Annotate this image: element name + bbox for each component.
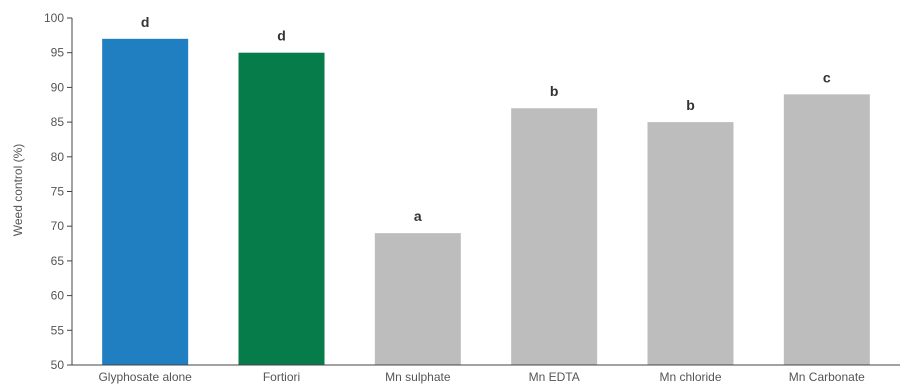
y-tick-label: 65	[51, 254, 65, 268]
y-tick-label: 90	[51, 80, 65, 94]
bar	[102, 38, 189, 365]
bars-group: d d a b b c	[102, 14, 870, 365]
bar	[511, 108, 598, 365]
x-axis: Glyphosate alone Fortiori Mn sulphate Mn ED…	[72, 364, 900, 384]
y-tick-label: 55	[51, 323, 65, 337]
bar	[374, 233, 461, 365]
significance-letter: c	[823, 69, 831, 85]
y-axis-title: Weed control (%)	[11, 144, 25, 236]
y-tick-label: 70	[51, 219, 65, 233]
bar	[647, 122, 734, 365]
bar	[783, 94, 870, 365]
significance-letter: b	[686, 97, 695, 113]
significance-letter: d	[141, 14, 150, 30]
x-category-label: Fortiori	[263, 370, 300, 384]
significance-letter: a	[414, 208, 422, 224]
x-category-label: Mn chloride	[659, 370, 721, 384]
y-tick-label: 100	[44, 11, 64, 25]
significance-letter: b	[550, 83, 559, 99]
x-category-label: Glyphosate alone	[98, 370, 192, 384]
y-tick-label: 75	[51, 185, 65, 199]
x-category-label: Mn sulphate	[385, 370, 451, 384]
bar	[238, 52, 325, 365]
y-tick-label: 50	[51, 358, 65, 372]
y-tick-label: 60	[51, 289, 65, 303]
y-tick-label: 85	[51, 115, 65, 129]
significance-letter: d	[277, 28, 286, 44]
y-axis: 50 55 60 65 70 75 80 85 90 95 100	[44, 11, 73, 372]
y-tick-label: 80	[51, 150, 65, 164]
x-category-label: Mn EDTA	[529, 370, 580, 384]
x-category-label: Mn Carbonate	[789, 370, 865, 384]
y-tick-label: 95	[51, 46, 65, 60]
